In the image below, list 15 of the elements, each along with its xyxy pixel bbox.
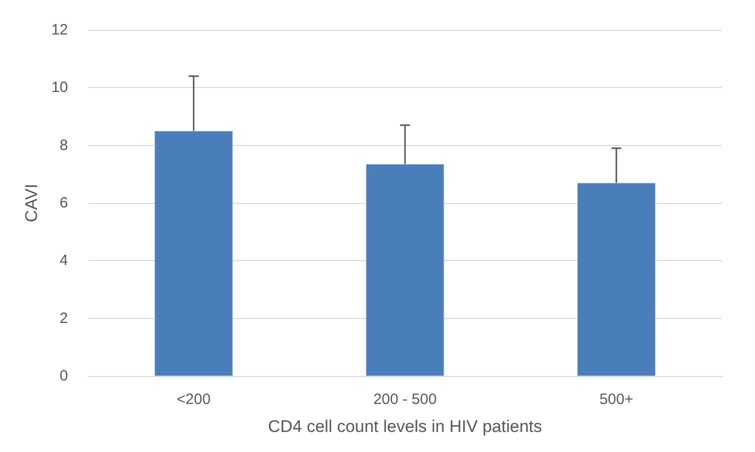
y-axis-title: CAVI [22, 184, 41, 222]
x-tick-label: 200 - 500 [373, 391, 437, 408]
y-tick-label: 10 [51, 79, 68, 96]
x-axis-title: CD4 cell count levels in HIV patients [268, 417, 542, 436]
y-tick-label: 4 [60, 252, 68, 270]
x-tick-label: <200 [176, 391, 211, 408]
y-tick-label: 2 [60, 310, 68, 327]
bar [366, 164, 444, 376]
y-tick-label: 12 [51, 22, 68, 38]
y-tick-label: 6 [60, 194, 68, 212]
y-tick-label: 8 [60, 136, 68, 154]
x-tick-label: 500+ [599, 391, 634, 408]
bar [577, 182, 656, 376]
y-tick-label: 0 [60, 368, 68, 384]
bar [154, 130, 233, 376]
